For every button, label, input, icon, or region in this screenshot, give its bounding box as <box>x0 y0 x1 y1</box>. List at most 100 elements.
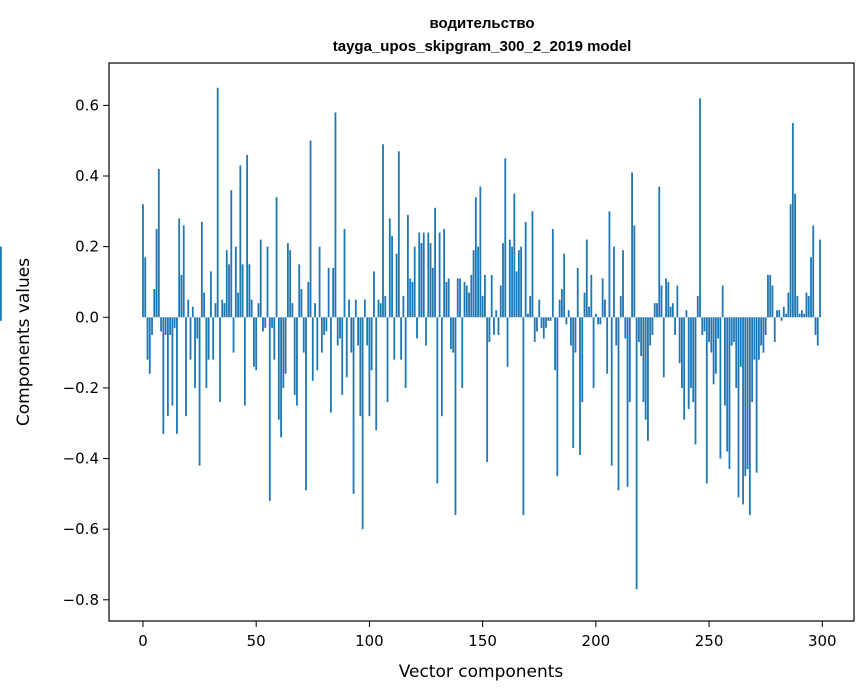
y-tick-label: −0.6 <box>63 520 99 538</box>
bar-298 <box>816 317 819 346</box>
bar-150 <box>481 296 484 318</box>
bar-19 <box>185 317 187 417</box>
bar-113 <box>397 151 400 318</box>
bar-231 <box>665 278 667 318</box>
bar-193 <box>579 317 581 456</box>
bar-25 <box>198 317 201 466</box>
bar-284 <box>785 313 787 318</box>
bar-263 <box>737 317 740 498</box>
bar-38 <box>228 264 230 318</box>
y-tick-label: 0.4 <box>75 167 99 185</box>
bar-156 <box>495 310 498 318</box>
bar-142 <box>463 281 466 318</box>
bar-267 <box>746 317 749 470</box>
bar-129 <box>434 207 436 318</box>
bar-135 <box>447 278 450 318</box>
bar-76 <box>314 303 316 318</box>
bar-184 <box>558 299 561 318</box>
bar-181 <box>551 228 554 318</box>
bar-255 <box>719 317 722 459</box>
bar-224 <box>649 317 652 346</box>
bar-165 <box>515 271 518 318</box>
bar-74 <box>309 140 312 318</box>
bar-56 <box>268 317 271 501</box>
bar-11 <box>166 317 169 417</box>
bar-208 <box>613 246 615 318</box>
bar-265 <box>742 317 744 505</box>
bar-89 <box>343 228 346 318</box>
bar-159 <box>502 243 504 318</box>
bar-264 <box>739 317 742 367</box>
x-tick-label: 150 <box>468 632 497 650</box>
bar-66 <box>291 303 294 318</box>
bar-149 <box>479 186 482 318</box>
bar-186 <box>563 253 566 318</box>
bar-22 <box>191 306 194 318</box>
bar-211 <box>619 296 622 318</box>
bar-259 <box>728 317 731 470</box>
bar-160 <box>504 158 507 318</box>
bar-87 <box>339 317 341 339</box>
bar-8 <box>160 317 162 332</box>
bar-49 <box>253 317 255 367</box>
y-tick-label: 0.2 <box>75 238 99 256</box>
bar-26 <box>200 221 203 318</box>
bar-229 <box>660 285 663 318</box>
bar-108 <box>386 317 389 403</box>
bar-64 <box>286 243 289 318</box>
bar-145 <box>470 274 473 318</box>
bar-103 <box>375 317 378 431</box>
bar-51 <box>257 303 260 318</box>
bar-155 <box>493 317 495 335</box>
bar-109 <box>388 218 391 318</box>
x-axis-label: Vector components <box>399 662 564 682</box>
plot-frame <box>108 62 855 622</box>
bar-57 <box>271 317 273 328</box>
bar-99 <box>366 317 369 346</box>
bar-177 <box>542 317 545 339</box>
bar-127 <box>429 243 432 318</box>
bar-65 <box>289 250 292 318</box>
x-axis: 0 50 100 150 200 250 300 <box>138 621 837 650</box>
bar-18 <box>182 225 185 318</box>
bar-189 <box>570 317 572 346</box>
bar-92 <box>350 317 353 353</box>
bar-85 <box>334 112 337 318</box>
bar-124 <box>422 232 425 318</box>
bar-297 <box>814 317 817 335</box>
bar-240 <box>685 310 688 318</box>
bar-43 <box>239 165 242 318</box>
bar-68 <box>296 317 298 406</box>
bar-151 <box>483 274 486 318</box>
bar-234 <box>671 303 674 318</box>
bar-97 <box>361 317 364 530</box>
bar-7 <box>157 168 160 318</box>
bar-12 <box>169 317 172 335</box>
bar-178 <box>545 317 547 328</box>
x-tick-label: 250 <box>695 632 724 650</box>
y-tick-label: −0.4 <box>63 450 99 468</box>
bar-123 <box>420 243 423 318</box>
bar-248 <box>703 317 706 332</box>
bar-164 <box>513 193 516 318</box>
bar-130 <box>436 317 439 484</box>
bar-4 <box>151 317 153 335</box>
bar-139 <box>456 278 459 318</box>
bar-115 <box>402 296 405 318</box>
bar-237 <box>678 317 681 364</box>
bar-33 <box>216 87 219 318</box>
bar-253 <box>714 317 717 374</box>
bar-228 <box>658 186 661 318</box>
bar-212 <box>622 250 624 318</box>
bar-112 <box>395 253 398 318</box>
bar-91 <box>348 299 350 318</box>
bar-199 <box>592 317 595 388</box>
bar-293 <box>805 292 808 318</box>
bar-157 <box>497 317 500 335</box>
bar-3 <box>148 317 151 374</box>
bar-261 <box>733 317 735 342</box>
bar-111 <box>393 317 396 360</box>
bar-73 <box>307 281 310 318</box>
bar-166 <box>517 250 520 318</box>
bar-207 <box>610 317 613 466</box>
